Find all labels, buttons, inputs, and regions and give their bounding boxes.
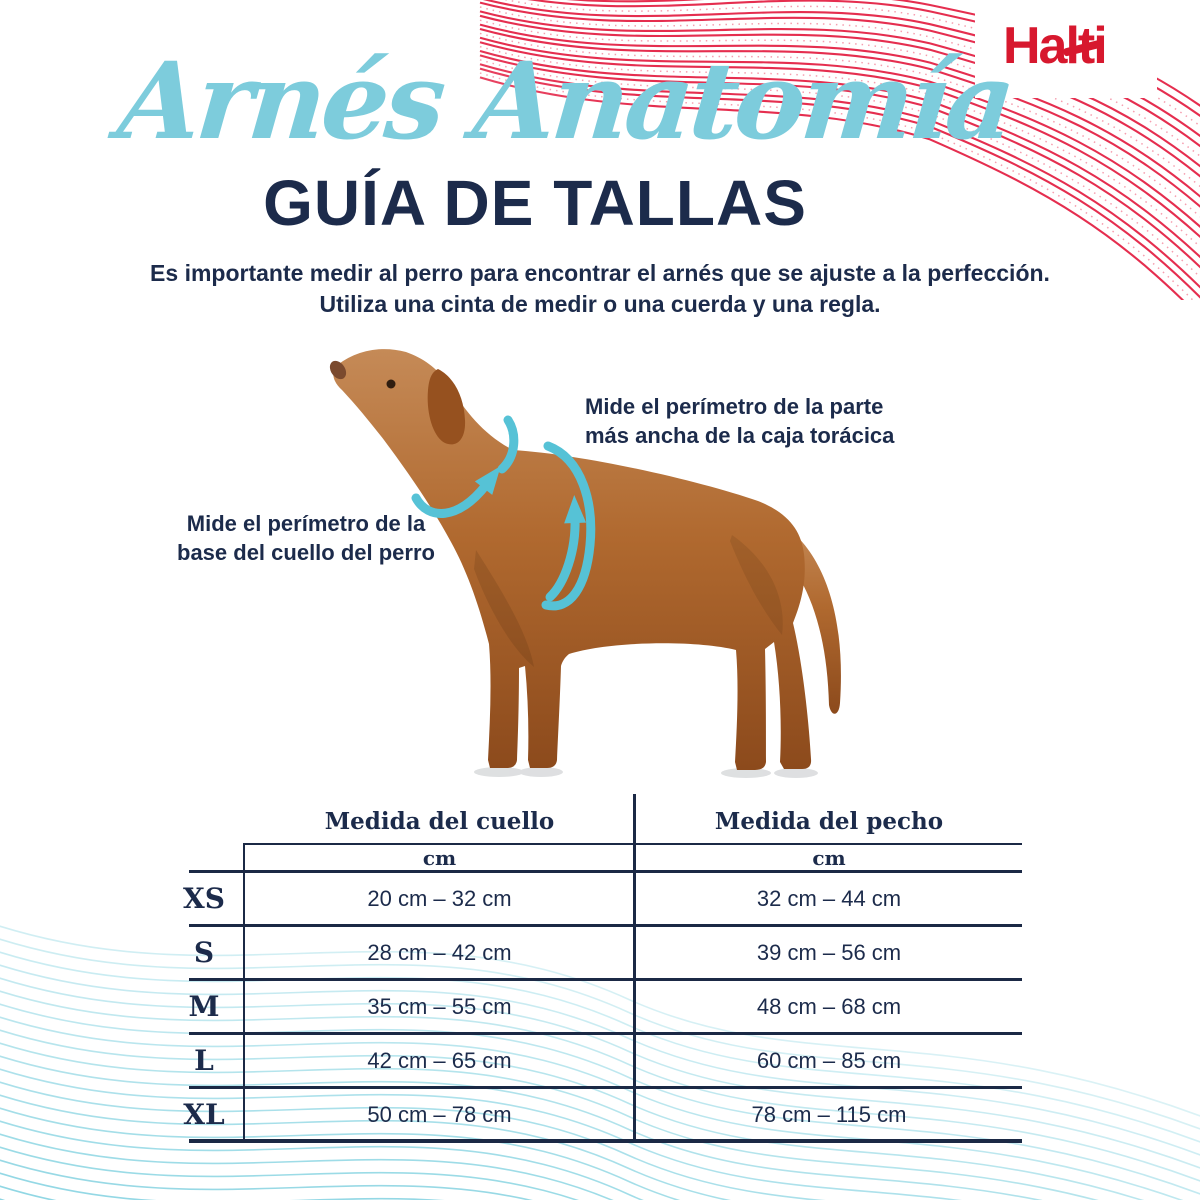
chest-value-m: 48 cm – 68 cm [756, 994, 902, 1019]
intro-text-line2: Utiliza una cinta de medir o una cuerda … [319, 291, 881, 317]
neck-measure-arc-icon [497, 415, 519, 474]
chest-measure-arc-icon [541, 441, 596, 611]
neck-annotation-line2: base del cuello del perro [177, 540, 435, 565]
dog-eye [386, 379, 396, 389]
chest-value-l: 60 cm – 85 cm [756, 1048, 902, 1073]
chest-measure-arrow-icon [545, 495, 587, 602]
chest-value-xs: 32 cm – 44 cm [756, 886, 902, 911]
dog-thigh-shading [730, 535, 783, 635]
size-label-xs: XS [183, 882, 225, 915]
size-label-l: L [194, 1044, 214, 1077]
table-line-bottom [189, 1139, 1022, 1143]
table-row-line-3 [189, 1032, 1022, 1035]
table-row-line-4 [189, 1086, 1022, 1089]
size-label-xl: XL [183, 1098, 225, 1131]
dog-ear [427, 369, 466, 445]
unit-label-neck: cm [422, 846, 457, 870]
neck-value-xs: 20 cm – 32 cm [367, 886, 512, 911]
table-sizecol-divider [243, 844, 245, 1142]
neck-annotation-line1: Mide el perímetro de la [186, 511, 426, 536]
neck-value-s: 28 cm – 42 cm [367, 940, 512, 965]
table-line-top [243, 843, 1022, 845]
table-row-line-2 [189, 978, 1022, 981]
neck-measure-arrow-icon [411, 466, 501, 518]
page-title: GUÍA DE TALLAS [263, 167, 807, 239]
table-line-under-units [189, 870, 1022, 873]
bottom-left-waves-decoration [0, 925, 1200, 1200]
neck-value-l: 42 cm – 65 cm [367, 1048, 512, 1073]
neck-annotation: Mide el perímetro de la base del cuello … [172, 509, 440, 567]
col-header-neck: Medida del cuello [324, 808, 555, 835]
dog-nose [329, 360, 347, 380]
unit-label-chest: cm [812, 846, 846, 870]
chest-annotation-line2: más ancha de la caja torácica [585, 423, 895, 448]
chest-annotation: Mide el perímetro de la parte más ancha … [585, 392, 915, 450]
table-center-divider [633, 794, 636, 1142]
top-right-waves-decoration [479, 0, 1200, 300]
neck-value-m: 35 cm – 55 cm [367, 994, 512, 1019]
size-label-s: S [193, 936, 215, 969]
chest-value-s: 39 cm – 56 cm [756, 940, 902, 965]
col-header-chest: Medida del pecho [714, 808, 944, 835]
chest-annotation-line1: Mide el perímetro de la parte [585, 394, 884, 419]
size-label-m: M [188, 990, 220, 1023]
intro-text-line1: Es importante medir al perro para encont… [150, 260, 1050, 286]
script-title: Arnés Anatomía [113, 38, 1017, 163]
neck-value-xl: 50 cm – 78 cm [367, 1102, 512, 1127]
table-row-line-1 [189, 924, 1022, 927]
dog-shoulder-shading [474, 550, 534, 667]
paw-shadows [474, 767, 818, 778]
dog-illustration [329, 349, 841, 778]
chest-value-xl: 78 cm – 115 cm [751, 1102, 907, 1127]
